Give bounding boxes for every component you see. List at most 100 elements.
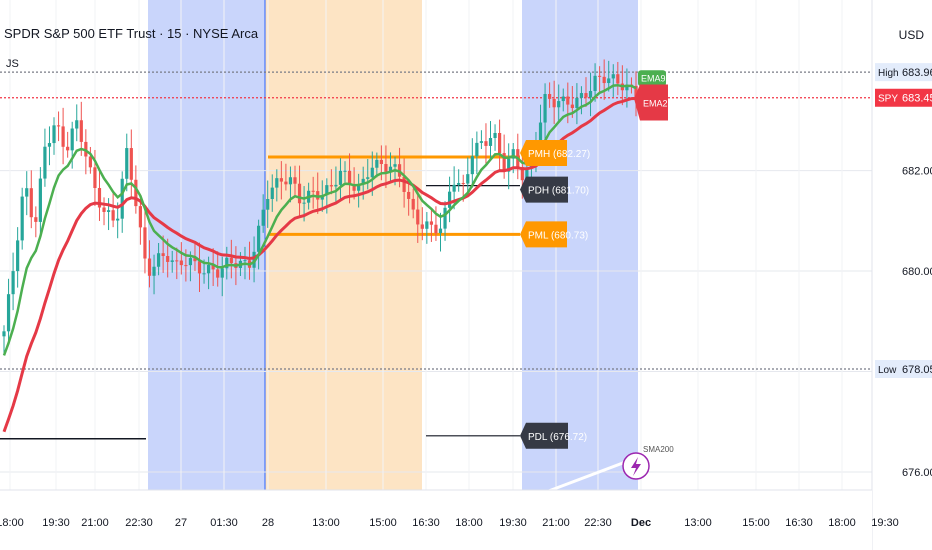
- candle-body: [616, 74, 620, 84]
- candle-body: [416, 209, 420, 225]
- candle-body: [284, 181, 288, 185]
- y-tick-label: 682.00: [902, 166, 932, 178]
- candle-body: [575, 97, 579, 109]
- candle-body: [402, 176, 406, 192]
- candle-body: [88, 156, 92, 168]
- x-tick-label: 22:30: [584, 517, 612, 529]
- candle-body: [570, 104, 574, 109]
- candle-body: [593, 75, 597, 91]
- candle-body: [43, 146, 47, 179]
- candle-body: [634, 85, 638, 98]
- candle-body: [425, 221, 429, 229]
- candle-body: [479, 141, 484, 143]
- candle-body: [334, 184, 338, 187]
- candle-body: [293, 177, 297, 184]
- candle-body: [552, 98, 556, 108]
- candle-body: [384, 164, 388, 172]
- x-tick-label: 18:00: [828, 517, 856, 529]
- indicator-label[interactable]: JS: [6, 58, 19, 70]
- session-bg-orange: [265, 0, 422, 490]
- x-tick-label: 15:00: [369, 517, 397, 529]
- ema21-label-bg: [634, 84, 668, 121]
- candle-body: [602, 76, 606, 84]
- session-bg-blue: [148, 0, 265, 490]
- candle-body: [61, 126, 65, 147]
- x-tick-label: 27: [175, 517, 187, 529]
- x-tick-label: 21:00: [542, 517, 570, 529]
- candle-body: [488, 138, 493, 146]
- candle-body: [420, 224, 424, 229]
- level-label-pdl: PDL (676.72): [520, 422, 587, 449]
- candle-body: [470, 156, 474, 175]
- candle-body: [438, 228, 443, 234]
- candle-body: [452, 184, 456, 192]
- sma200-line: [545, 456, 637, 494]
- candle-body: [566, 96, 570, 105]
- candle-body: [611, 74, 615, 79]
- candle-body: [511, 149, 515, 159]
- level-label-text: PMH (682.27): [528, 149, 590, 160]
- candle-body: [297, 183, 302, 204]
- candle-body: [20, 196, 24, 241]
- candle-body: [548, 94, 552, 99]
- price-tag-name: SPY: [878, 94, 898, 105]
- x-tick-label: 22:30: [125, 517, 153, 529]
- level-label-pml: PML (680.73): [520, 221, 588, 248]
- candle-body: [147, 258, 152, 276]
- level-label-pdh: PDH (681.70): [520, 176, 589, 203]
- candle-body: [316, 191, 320, 200]
- candle-body: [507, 158, 511, 172]
- candle-body: [325, 185, 329, 196]
- candle-body: [211, 264, 215, 270]
- candle-body: [102, 207, 106, 212]
- candle-body: [120, 178, 124, 219]
- x-tick-label: Dec: [631, 517, 651, 529]
- candle-body: [393, 164, 397, 167]
- candle-body: [502, 153, 506, 172]
- candle-body: [270, 187, 274, 200]
- candle-body: [16, 240, 20, 272]
- level-label-text: PDL (676.72): [528, 432, 587, 443]
- candle-body: [106, 210, 111, 212]
- candle-body: [179, 260, 183, 266]
- candle-body: [261, 209, 265, 226]
- candle-body: [434, 224, 438, 234]
- x-tick-label: 18:00: [0, 517, 24, 529]
- candle-body: [466, 174, 470, 184]
- candle-body: [11, 271, 15, 295]
- candle-body: [38, 178, 42, 222]
- candle-body: [93, 167, 97, 189]
- candle-body: [6, 294, 11, 332]
- candle-body: [29, 188, 33, 218]
- candle-body: [25, 188, 29, 197]
- candle-body: [166, 256, 170, 262]
- candle-body: [143, 227, 147, 259]
- x-tick-label: 21:00: [81, 517, 109, 529]
- candle-body: [311, 190, 315, 192]
- currency-label[interactable]: USD: [898, 28, 924, 42]
- x-tick-label: 18:00: [455, 517, 483, 529]
- candle-body: [188, 258, 193, 266]
- candle-body: [134, 179, 138, 207]
- x-tick-label: 19:30: [499, 517, 527, 529]
- price-tag-value-bg: [899, 88, 932, 107]
- candle-body: [47, 143, 52, 147]
- candle-body: [447, 191, 452, 208]
- price-tag-name: High: [878, 68, 899, 79]
- candle-body: [229, 257, 233, 264]
- lightning-icon: [631, 457, 641, 476]
- candle-body: [2, 331, 6, 337]
- candle-body: [379, 159, 383, 165]
- candle-body: [493, 133, 497, 139]
- candle-body: [243, 260, 247, 262]
- candle-body: [70, 128, 74, 151]
- candle-body: [343, 170, 347, 172]
- candle-body: [279, 178, 283, 182]
- candle-body: [111, 210, 115, 221]
- price-tag-name: Low: [878, 365, 897, 376]
- candle-body: [156, 253, 161, 267]
- candle-body: [220, 268, 224, 278]
- candle-body: [443, 207, 447, 229]
